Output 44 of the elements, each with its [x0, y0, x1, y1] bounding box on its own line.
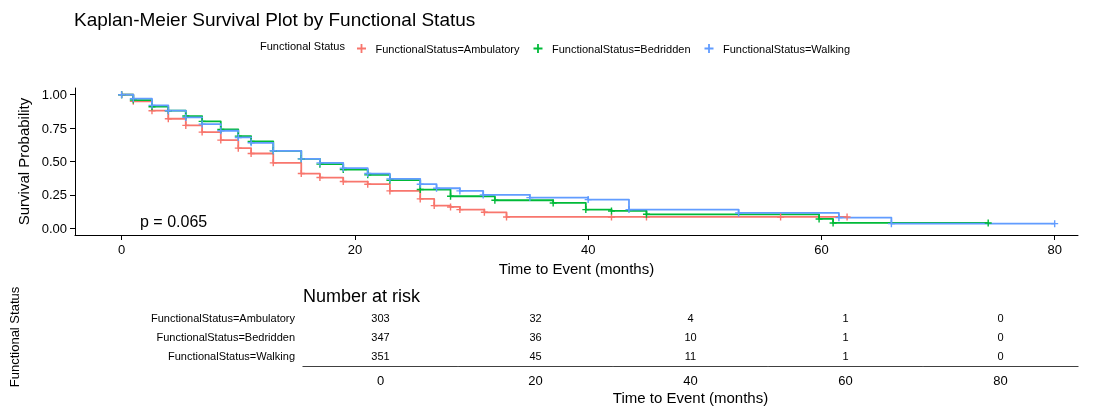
legend-label: FunctionalStatus=Bedridden	[551, 42, 691, 55]
data-label: 11	[684, 350, 697, 363]
y-tick-label: 1.00	[41, 87, 67, 103]
x-axis-title: Time to Event (months)	[612, 389, 769, 406]
data-label: 1	[842, 350, 849, 363]
data-label: 0	[997, 311, 1004, 324]
data-label: 347	[371, 331, 390, 343]
data-label: 1	[842, 311, 849, 324]
x-tick-label: 0	[376, 373, 385, 388]
data-label: 0	[997, 331, 1004, 343]
data-label: 10	[684, 331, 697, 343]
y-axis-title: Functional Status	[7, 286, 22, 388]
x-tick-label: 20	[528, 373, 543, 388]
data-label: 45	[529, 350, 542, 363]
data-label: 1	[842, 331, 849, 343]
data-label: 4	[687, 311, 694, 324]
x-tick-label: 20	[347, 242, 363, 257]
data-label: 351	[371, 350, 390, 363]
data-label: 0	[997, 350, 1004, 363]
x-tick-label: 40	[683, 373, 698, 388]
legend-label: FunctionalStatus=Walking	[723, 42, 851, 55]
y-tick-label: 0.75	[41, 120, 67, 136]
data-label: 32	[529, 311, 542, 324]
data-label: 36	[529, 331, 542, 343]
data-label: 303	[371, 311, 390, 324]
annotation: p = 0.065	[140, 212, 208, 230]
y-tick-label: 0.00	[41, 220, 67, 236]
x-tick-label: 0	[118, 242, 126, 257]
chart-title: Number at risk	[303, 286, 422, 306]
y-tick-label: FunctionalStatus=Walking	[167, 350, 295, 363]
chart-title: Kaplan-Meier Survival Plot by Functional Status	[74, 9, 476, 30]
x-tick-label: 40	[580, 242, 596, 257]
y-tick-label: 0.25	[41, 187, 67, 203]
x-axis-title: Time to Event (months)	[498, 259, 655, 277]
x-tick-label: 80	[1047, 242, 1062, 257]
legend-title: Functional Status	[260, 39, 346, 52]
y-tick-label: FunctionalStatus=Bedridden	[156, 331, 295, 343]
x-tick-label: 80	[993, 373, 1008, 388]
x-tick-label: 60	[838, 373, 853, 388]
legend-label: FunctionalStatus=Ambulatory	[375, 42, 520, 55]
y-tick-label: 0.50	[41, 154, 67, 169]
y-axis-title: Survival Probability	[14, 97, 32, 226]
y-tick-label: FunctionalStatus=Ambulatory	[151, 311, 296, 324]
x-tick-label: 60	[814, 242, 829, 257]
